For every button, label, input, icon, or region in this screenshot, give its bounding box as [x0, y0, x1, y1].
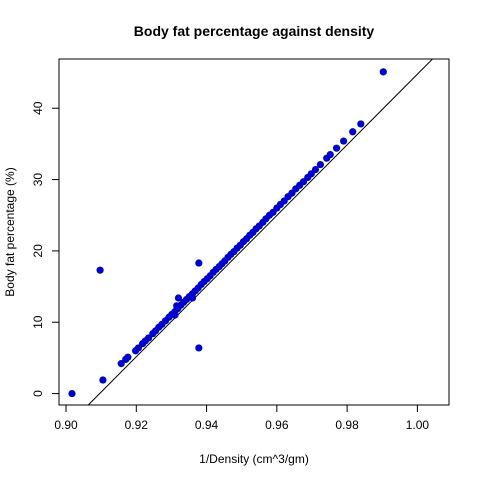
- data-point: [339, 137, 348, 145]
- x-tick-label: 0.90: [54, 418, 78, 432]
- data-point: [124, 353, 132, 361]
- data-point: [174, 294, 183, 302]
- data-point: [332, 144, 341, 152]
- data-point: [188, 294, 197, 302]
- data-point: [117, 360, 125, 368]
- data-point: [349, 128, 357, 136]
- y-tick-label: 40: [31, 101, 45, 115]
- x-tick-label: 0.96: [265, 418, 289, 432]
- data-point: [379, 68, 387, 76]
- x-tick-label: 0.92: [125, 418, 149, 432]
- y-tick-label: 10: [31, 315, 45, 329]
- x-tick-label: 1.00: [406, 418, 430, 432]
- data-point: [171, 311, 179, 319]
- data-point: [195, 344, 203, 352]
- x-tick-label: 0.94: [195, 418, 219, 432]
- x-axis: 0.90 0.92 0.94 0.96 0.98 1.00: [54, 404, 430, 432]
- data-point: [311, 165, 320, 174]
- data-point: [357, 120, 365, 128]
- data-point: [173, 302, 181, 310]
- data-point: [96, 266, 104, 274]
- data-point: [326, 150, 334, 159]
- reference-line: [87, 58, 433, 406]
- y-tick-label: 20: [31, 244, 45, 258]
- data-point: [316, 160, 325, 169]
- y-tick-label: 0: [31, 390, 45, 397]
- y-axis: 0 10 20 30 40: [31, 101, 60, 397]
- data-point: [99, 376, 107, 384]
- x-axis-label: 1/Density (cm^3/gm): [199, 452, 309, 466]
- data-points: [68, 68, 387, 398]
- data-point: [68, 389, 76, 398]
- data-point: [195, 259, 203, 267]
- y-tick-label: 30: [31, 173, 45, 187]
- chart-title: Body fat percentage against density: [134, 23, 375, 39]
- y-axis-label: Body fat percentage (%): [3, 167, 17, 296]
- x-tick-label: 0.98: [335, 418, 359, 432]
